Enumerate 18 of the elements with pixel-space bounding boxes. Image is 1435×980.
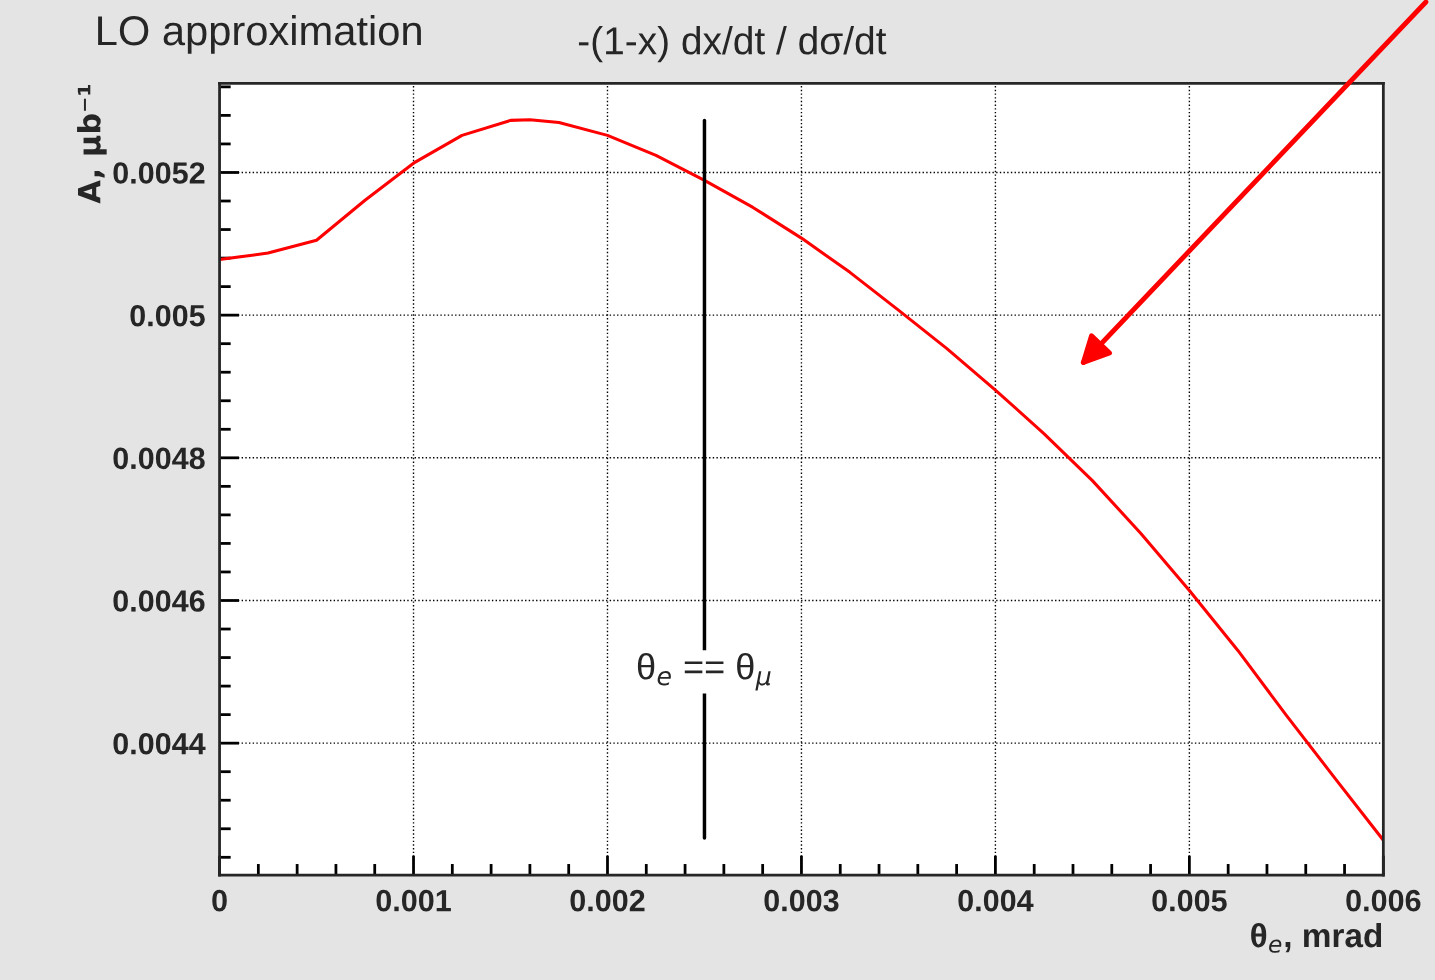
text: -(1-x) dx/dt / dσ/dt — [578, 25, 887, 63]
x-tick-label: 0.006 — [1346, 889, 1421, 912]
y-tick-label: 0.0044 — [113, 732, 206, 755]
y-tick-label: 0.0046 — [113, 590, 205, 612]
y-axis-title: A, μb⁻¹ — [77, 85, 107, 204]
x-tick-label: 0.004 — [958, 889, 1034, 912]
x-tick-label: 0.001 — [376, 889, 451, 912]
y-tick-label: 0.005 — [130, 304, 205, 327]
x-tick-label: 0.002 — [570, 889, 645, 912]
line-series — [219, 118, 1384, 842]
y-tick-label: 0.0048 — [113, 447, 205, 470]
x-tick-label: 0.003 — [764, 889, 839, 912]
ref-line-label: θ$_{e}$ == θ$_{μ}$ — [637, 653, 771, 691]
chart-title: LO approximation — [98, 14, 421, 54]
x-axis-title: θ$_{e}$, mrad — [1251, 922, 1382, 953]
y-tick-label: 0.0052 — [113, 162, 205, 184]
x-tick-label: 0.005 — [1152, 889, 1227, 912]
x-tick-label: 0 — [212, 889, 227, 912]
